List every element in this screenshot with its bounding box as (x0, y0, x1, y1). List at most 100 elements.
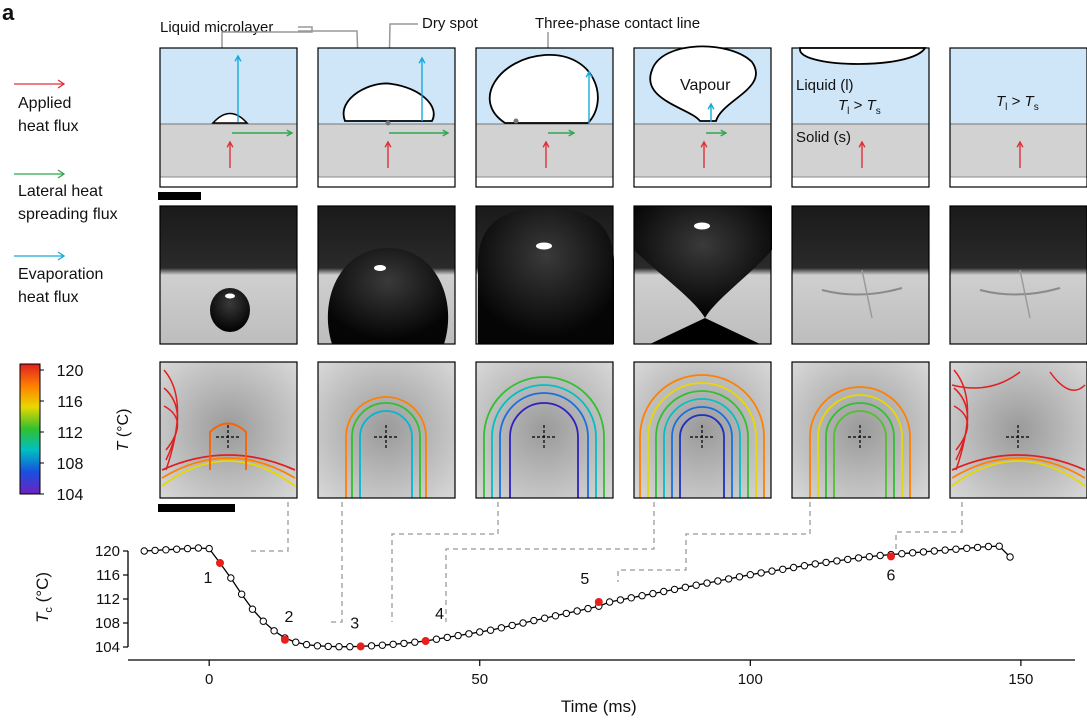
highlight-label-6: 6 (887, 567, 896, 584)
data-point (908, 549, 917, 557)
droplet-4-bottom (650, 318, 760, 344)
data-point (649, 589, 657, 598)
photo-panel-5 (792, 206, 929, 344)
photo-frame-2 (317, 205, 456, 345)
data-point (205, 544, 213, 553)
thermal-row (159, 361, 1087, 499)
applied-flux-arrow-5 (858, 140, 866, 168)
data-point (898, 550, 906, 558)
highlight-point-4 (421, 637, 430, 645)
photo-frame-4 (633, 205, 772, 345)
data-point (757, 569, 765, 577)
data-point (292, 638, 300, 646)
data-point (930, 547, 939, 555)
thermal-panel-4 (633, 361, 772, 499)
data-point (411, 638, 419, 646)
highlight-point-6 (887, 552, 896, 561)
data-point (963, 544, 971, 552)
data-point (151, 546, 159, 555)
data-point (562, 609, 571, 618)
data-point (833, 557, 841, 565)
bubble-3 (488, 54, 599, 124)
evap-arrow-icon (14, 251, 66, 261)
data-point (551, 612, 560, 620)
data-point (540, 614, 549, 622)
data-point (140, 547, 148, 555)
colorbar-gradient (19, 363, 41, 495)
highlight-label-4: 4 (435, 606, 444, 623)
data-point (162, 546, 170, 554)
data-point (335, 643, 343, 651)
solid-label: Solid (s) (796, 129, 851, 146)
highlight-point-1 (215, 559, 224, 567)
data-point (973, 543, 982, 552)
data-point (367, 642, 376, 650)
connector-6 (895, 502, 963, 550)
thermal-panel-5 (791, 361, 930, 499)
droplet-3-highlight (536, 242, 552, 250)
data-point (519, 619, 527, 627)
lateral-flux-arrow-1 (232, 129, 294, 137)
bubble-2 (342, 82, 435, 122)
colorbar-tick-label-4: 104 (57, 487, 84, 504)
scale-bar-top (158, 192, 201, 200)
applied-flux-arrow-3 (542, 140, 550, 168)
bubble-5 (799, 47, 927, 65)
data-point (779, 565, 787, 573)
data-point (876, 551, 884, 560)
callout-contact-line: Three-phase contact line (535, 15, 700, 32)
colorbar-tick-label-2: 112 (57, 425, 83, 442)
photo-frame-6 (949, 205, 1087, 345)
data-point (183, 544, 192, 553)
data-point (822, 558, 830, 567)
data-point (530, 616, 538, 625)
schematic-panel-1 (159, 47, 298, 188)
highlight-point-5 (594, 598, 603, 606)
lateral-flux-arrow-2 (389, 129, 450, 137)
schematic-panel-5 (791, 47, 930, 188)
data-point (454, 631, 462, 640)
legend-applied-1: Applied (18, 95, 71, 112)
data-point (865, 553, 874, 561)
droplet-1-highlight (225, 293, 235, 299)
photo-frame-3 (475, 205, 614, 345)
data-point (681, 583, 690, 591)
data-point (789, 563, 798, 572)
schematic-row: Vapour Liquid (l) Solid (s) Tl > Ts Tl > Ts (159, 45, 1087, 188)
temp-relation-5: Tl > Ts (838, 97, 881, 117)
temp-relation-6: Tl > Ts (996, 93, 1039, 113)
connector-5 (617, 502, 811, 582)
data-point (259, 617, 267, 625)
data-point (324, 642, 332, 651)
data-point (627, 594, 635, 602)
data-point (670, 585, 679, 594)
data-point (692, 581, 700, 589)
data-point (432, 635, 441, 643)
droplet-2-highlight (374, 265, 386, 271)
data-point (465, 630, 473, 638)
contact-line-dot (513, 118, 519, 124)
data-point (248, 605, 257, 613)
highlight-label-1: 1 (204, 570, 213, 587)
liquid-label: Liquid (l) (796, 77, 854, 94)
data-point (270, 627, 278, 635)
data-point (768, 567, 776, 575)
highlight-label-5: 5 (580, 571, 589, 588)
schematic-panel-6 (949, 47, 1087, 188)
scale-bar-bottom (158, 504, 235, 512)
data-point (703, 579, 711, 587)
photo-frame-5 (791, 205, 930, 345)
colorbar-title: T (°C) (115, 409, 132, 452)
lateral-flux-arrow-3 (548, 129, 576, 137)
data-point (735, 573, 744, 581)
y-tick-label-1: 116 (96, 567, 120, 584)
x-tick-label-3: 150 (1008, 671, 1033, 688)
y-tick-label-2: 112 (96, 591, 120, 608)
data-point (854, 554, 863, 562)
highlight-label-2: 2 (284, 609, 293, 626)
data-point (616, 596, 625, 604)
legend-evap-1: Evaporation (18, 266, 103, 283)
x-tick-label-1: 50 (471, 671, 488, 688)
droplet-1 (210, 288, 250, 332)
